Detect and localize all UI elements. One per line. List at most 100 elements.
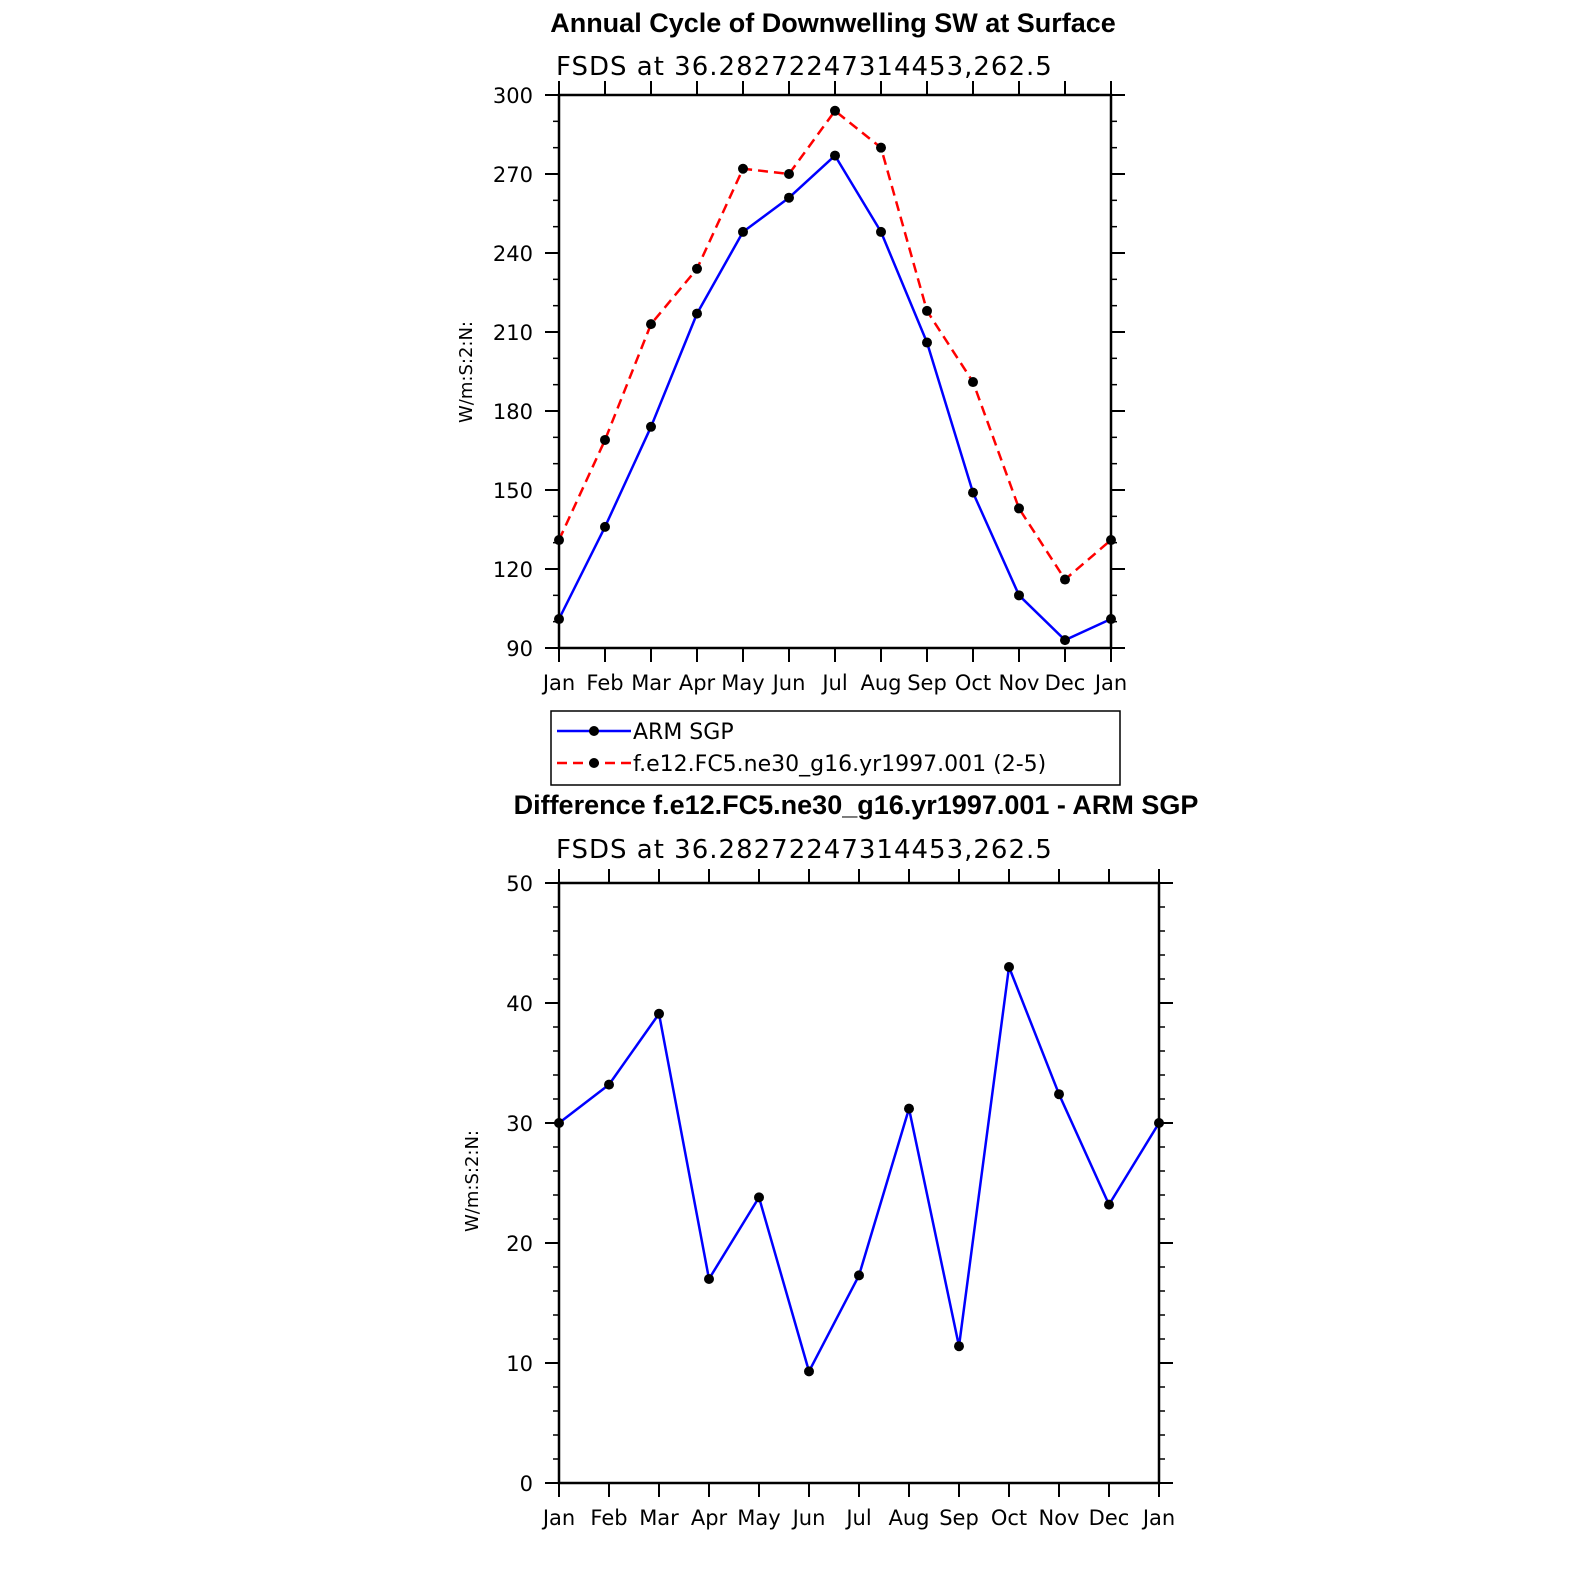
x-tick-label: Oct	[991, 1506, 1027, 1530]
y-tick-label: 0	[520, 1472, 533, 1496]
y-tick-label: 30	[506, 1112, 533, 1136]
x-tick-label: Jan	[541, 671, 575, 695]
y-tick-label: 150	[493, 479, 533, 503]
data-point	[804, 1366, 814, 1377]
x-tick-label: Apr	[691, 1506, 728, 1530]
data-point	[704, 1274, 714, 1284]
x-tick-label: Apr	[679, 671, 716, 695]
data-point	[1104, 1199, 1114, 1210]
series-lines-bottom	[554, 962, 1164, 1377]
axes-bottom: 0 10 20 30 40 50 Jan Feb Mar Apr May Jun Jul Aug Sep Oc…	[506, 869, 1175, 1530]
x-tick-label: Aug	[888, 1506, 929, 1530]
data-point	[1060, 574, 1070, 585]
x-tick-label: Oct	[955, 671, 991, 695]
chart-subtitle: FSDS at 36.28272247314453,262.5	[556, 52, 1053, 82]
x-tick-label: Jun	[791, 1506, 826, 1530]
data-point	[830, 150, 840, 161]
difference-chart: Difference f.e12.FC5.ne30_g16.yr1997.001…	[462, 790, 1198, 1530]
x-tick-label: Sep	[907, 671, 947, 695]
legend-label-model: f.e12.FC5.ne30_g16.yr1997.001 (2-5)	[633, 752, 1046, 777]
plot-frame	[557, 881, 1161, 1485]
data-point	[554, 535, 564, 546]
y-axis-label: W/m:S:2:N:	[462, 1130, 483, 1232]
data-point	[654, 1008, 664, 1019]
y-tick-label: 90	[506, 637, 533, 661]
data-point	[876, 142, 886, 153]
annual-cycle-chart: Annual Cycle of Downwelling SW at Surfac…	[456, 8, 1127, 695]
legend-marker-arm-sgp	[589, 726, 599, 736]
data-point	[738, 226, 748, 237]
y-tick-label: 120	[493, 558, 533, 582]
y-tick-label: 240	[493, 242, 533, 266]
y-tick-label: 10	[506, 1352, 533, 1376]
data-point	[692, 308, 702, 319]
x-tick-label: Jul	[844, 1506, 871, 1530]
data-point	[646, 319, 656, 330]
series-line-1	[557, 109, 1112, 581]
data-point	[922, 337, 932, 348]
data-point	[604, 1079, 614, 1090]
x-tick-label: Nov	[999, 671, 1040, 695]
data-point	[968, 377, 978, 388]
axes-top: 90 120 150 180 210 240 270 300 Jan Feb Mar Apr May Ju…	[493, 81, 1127, 695]
x-tick-label: Mar	[639, 1506, 679, 1530]
x-tick-label: Nov	[1039, 1506, 1080, 1530]
x-tick-label: Jan	[541, 1506, 575, 1530]
data-point	[1106, 614, 1116, 625]
data-point	[922, 305, 932, 316]
y-tick-label: 40	[506, 992, 533, 1016]
y-axis-label: W/m:S:2:N:	[456, 321, 477, 423]
y-tick-label: 210	[493, 321, 533, 345]
x-tick-label: Feb	[590, 1506, 627, 1530]
x-tick-label: Dec	[1089, 1506, 1130, 1530]
y-tick-label: 180	[493, 400, 533, 424]
data-point	[1106, 535, 1116, 546]
data-point	[854, 1270, 864, 1281]
data-point	[554, 1118, 564, 1128]
x-tick-label: Jan	[1141, 1506, 1175, 1530]
data-point	[600, 521, 610, 532]
x-tick-label: Jun	[771, 671, 806, 695]
y-tick-label: 300	[493, 84, 533, 108]
data-point	[876, 226, 886, 237]
chart-subtitle: FSDS at 36.28272247314453,262.5	[556, 835, 1053, 865]
x-tick-label: May	[737, 1506, 780, 1530]
series-line-0	[558, 965, 1161, 1373]
series-lines-top	[554, 105, 1116, 646]
x-tick-label: Feb	[586, 671, 623, 695]
chart-title: Annual Cycle of Downwelling SW at Surfac…	[550, 8, 1116, 38]
x-tick-label: Dec	[1045, 671, 1086, 695]
data-point	[1014, 590, 1024, 601]
legend-marker-model	[589, 758, 599, 768]
data-point	[754, 1192, 764, 1203]
data-point	[692, 263, 702, 274]
x-tick-label: Mar	[631, 671, 671, 695]
y-tick-label: 20	[506, 1232, 533, 1256]
x-tick-label: Jan	[1093, 671, 1127, 695]
data-point	[600, 434, 610, 445]
data-point	[1004, 962, 1014, 972]
x-tick-label: Sep	[939, 1506, 979, 1530]
legend-label-arm-sgp: ARM SGP	[633, 720, 734, 745]
data-point	[784, 192, 794, 203]
data-point	[954, 1341, 964, 1352]
data-point	[904, 1103, 914, 1114]
data-point	[830, 105, 840, 116]
data-point	[1014, 503, 1024, 514]
plot-frame	[557, 93, 1113, 650]
chart-title: Difference f.e12.FC5.ne30_g16.yr1997.001…	[514, 790, 1199, 820]
x-tick-label: Aug	[860, 671, 901, 695]
data-point	[554, 614, 564, 625]
x-tick-label: Jul	[820, 671, 847, 695]
y-tick-label: 270	[493, 163, 533, 187]
data-point	[1154, 1118, 1164, 1128]
x-tick-label: May	[721, 671, 764, 695]
data-point	[784, 169, 794, 179]
data-point	[1054, 1089, 1064, 1100]
y-tick-label: 50	[506, 872, 533, 896]
data-point	[968, 487, 978, 498]
data-point	[646, 421, 656, 432]
legend-box	[550, 710, 1121, 786]
series-line-0	[557, 154, 1112, 642]
